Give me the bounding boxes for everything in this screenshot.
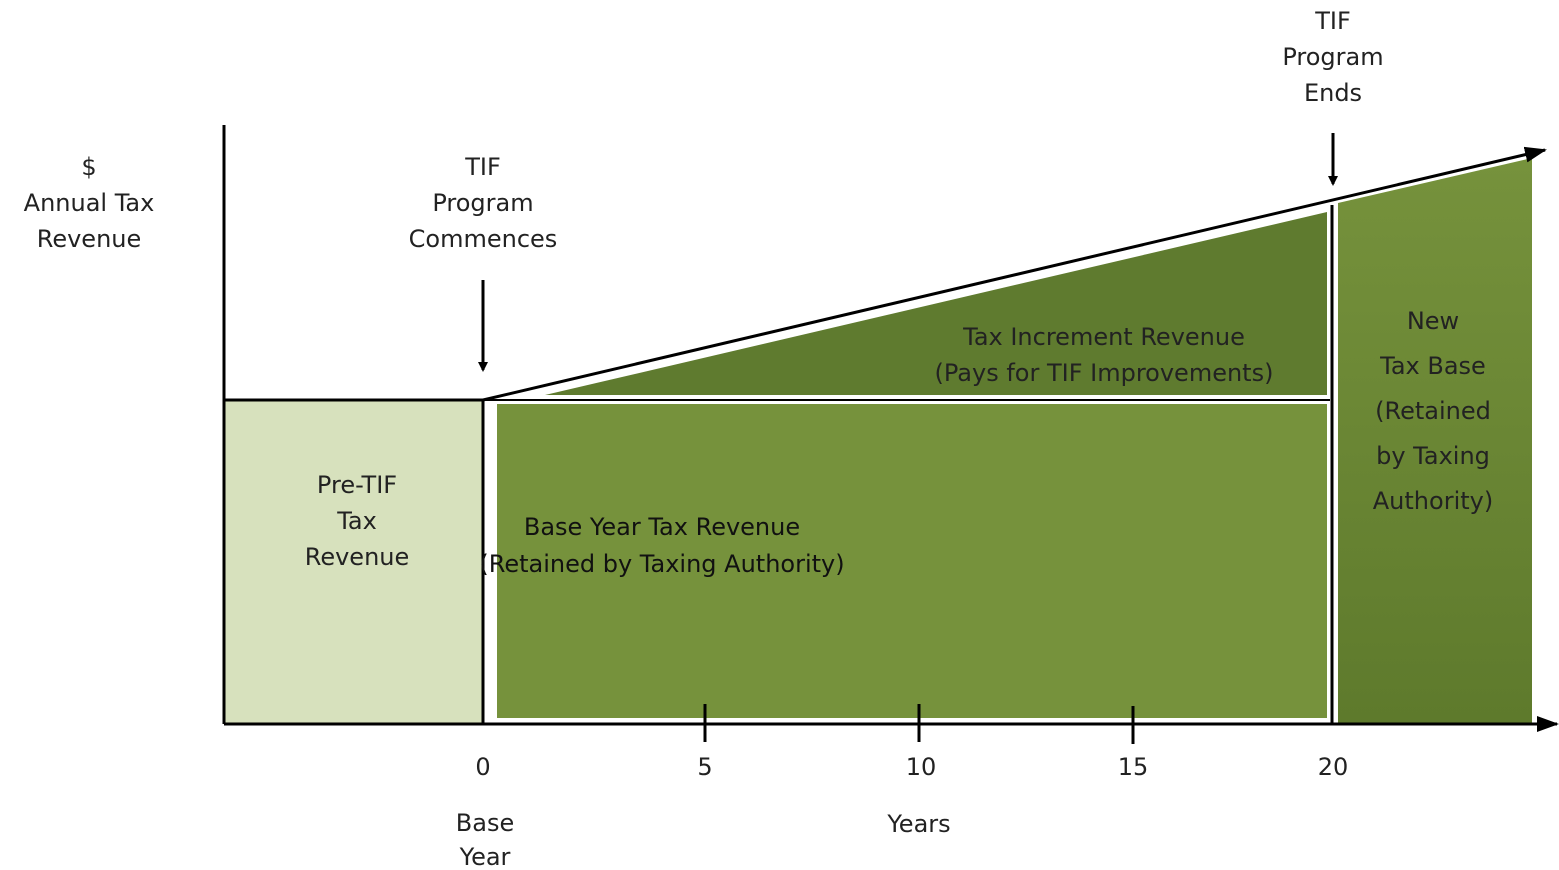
region-label: by Taxing <box>1376 442 1490 470</box>
region-label: Authority) <box>1373 487 1493 515</box>
increment-region <box>545 212 1327 395</box>
region-label: (Retained by Taxing Authority) <box>479 550 844 578</box>
y-axis-label: $ <box>81 153 96 181</box>
y-axis-label: Annual Tax <box>24 189 155 217</box>
annotation: Program <box>432 189 533 217</box>
region-label: (Retained <box>1375 397 1491 425</box>
x-tick-label: 5 <box>697 753 712 781</box>
region-label: (Pays for TIF Improvements) <box>935 359 1274 387</box>
x-label: Year <box>459 843 511 870</box>
region-label: Tax Base <box>1379 352 1486 380</box>
annotation: TIF <box>464 153 501 181</box>
region-label: New <box>1407 307 1459 335</box>
base-year-region <box>497 404 1327 718</box>
region-label: Revenue <box>305 543 410 571</box>
growth-line <box>482 146 1547 402</box>
x-label: Base <box>456 809 514 837</box>
annotation: Commences <box>409 225 558 253</box>
region-label: Tax <box>336 507 377 535</box>
x-tick-label: 10 <box>906 753 937 781</box>
pre-tif-region <box>224 401 483 724</box>
region-label: Pre-TIF <box>317 471 397 499</box>
x-tick-label: 0 <box>475 753 490 781</box>
x-tick-label: 15 <box>1118 753 1149 781</box>
x-tick-label: 20 <box>1318 753 1349 781</box>
new-base-region <box>1338 158 1532 724</box>
annotation: TIF <box>1314 7 1351 35</box>
x-axis-label: Years <box>886 810 950 838</box>
region-label: Tax Increment Revenue <box>962 323 1245 351</box>
y-axis-label: Revenue <box>37 225 142 253</box>
annotation: Program <box>1282 43 1383 71</box>
annotation: Ends <box>1304 79 1362 107</box>
region-label: Base Year Tax Revenue <box>524 513 800 541</box>
